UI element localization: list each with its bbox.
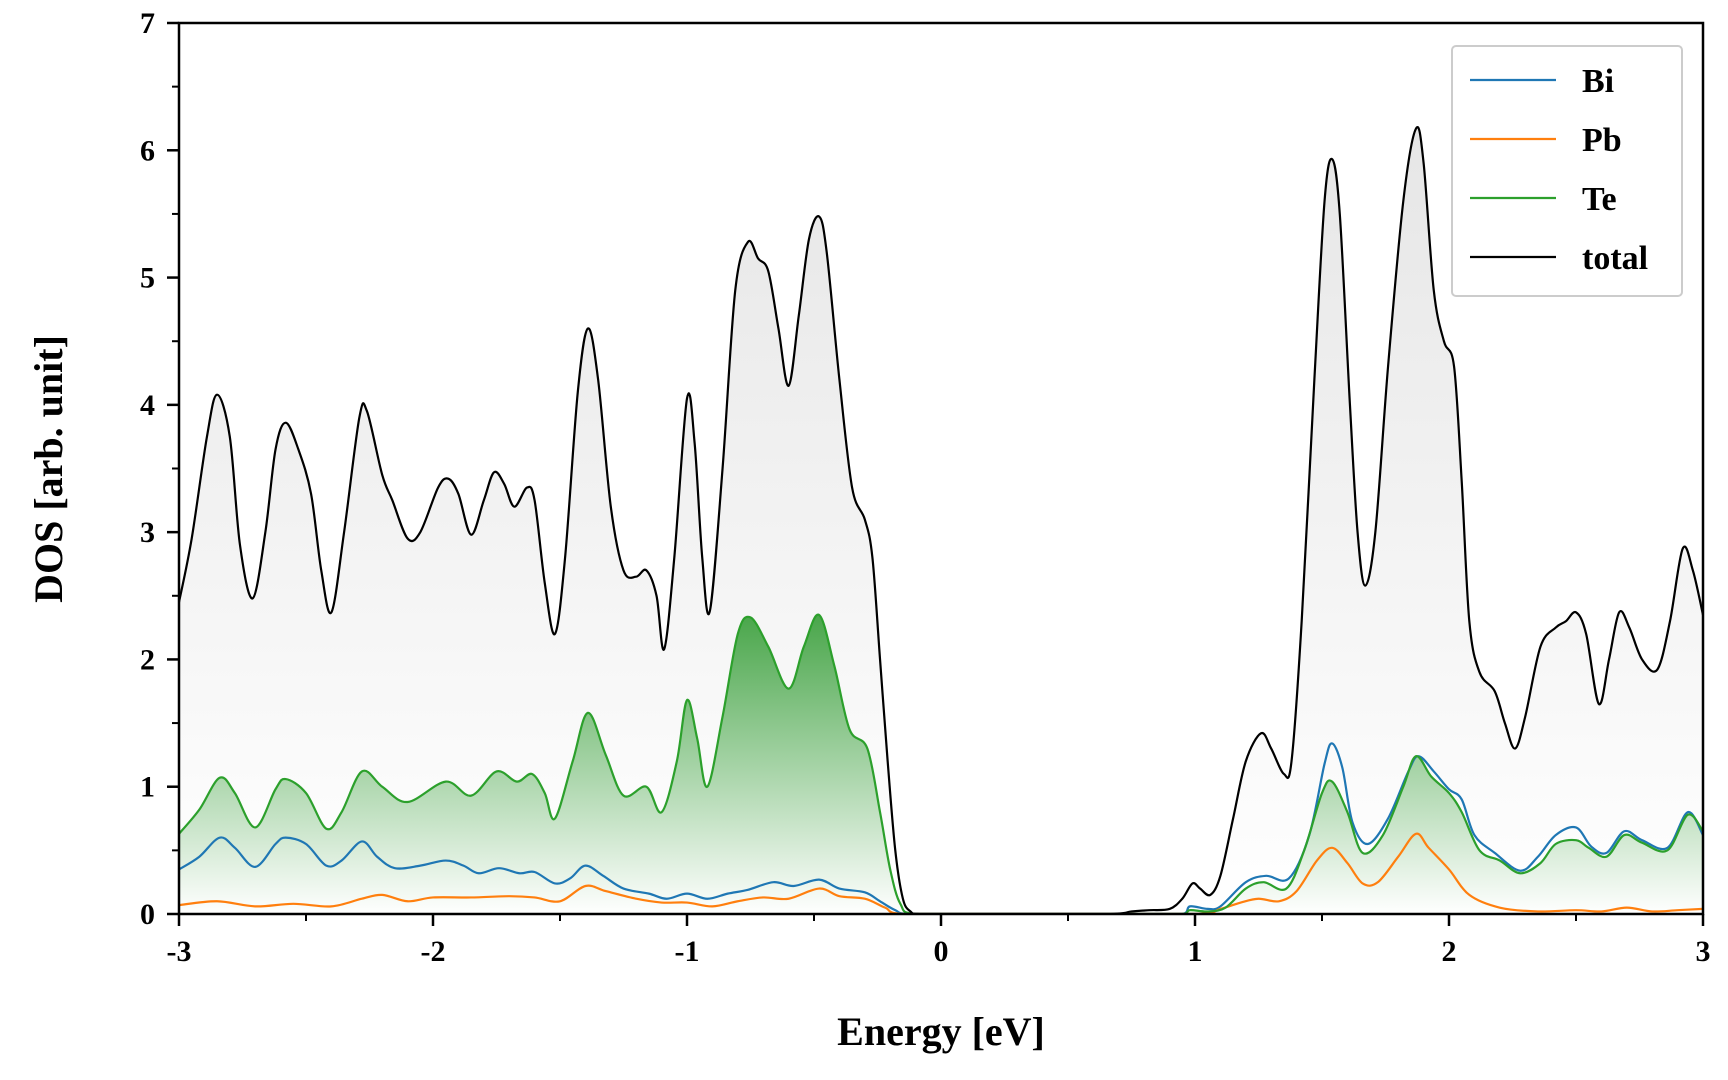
- series-line-total: [179, 126, 1703, 914]
- x-tick-label: 3: [1696, 935, 1711, 968]
- legend-item-te: Te: [1470, 181, 1617, 218]
- y-tick-label: 2: [140, 643, 155, 676]
- y-axis-title: DOS [arb. unit]: [26, 335, 71, 603]
- series-fill-te: [179, 614, 1703, 914]
- legend-item-total: total: [1470, 240, 1648, 277]
- x-tick-label: 2: [1442, 935, 1457, 968]
- y-tick-label: 3: [140, 516, 155, 549]
- y-tick-label: 4: [140, 389, 155, 422]
- x-tick-label: 0: [934, 935, 949, 968]
- series-line-te: [179, 613, 1703, 914]
- y-tick-label: 6: [140, 134, 155, 167]
- series-line-pb: [179, 832, 1703, 914]
- y-tick-label: 0: [140, 898, 155, 931]
- x-tick-label: -2: [421, 935, 446, 968]
- legend-item-bi: Bi: [1470, 63, 1614, 100]
- y-tick-label: 1: [140, 771, 155, 804]
- x-tick-label: 1: [1188, 935, 1203, 968]
- axes: -3 -2 -1 0 1 2 3 0 1 2 3 4 5 6 7: [140, 7, 1711, 968]
- legend: Bi Pb Te total: [1451, 45, 1683, 297]
- series-lines: [179, 126, 1703, 914]
- y-tick-label: 7: [140, 7, 155, 40]
- x-axis-ticks: -3 -2 -1 0 1 2 3: [167, 914, 1711, 968]
- plot-frame: [177, 21, 1705, 916]
- legend-item-pb: Pb: [1470, 122, 1622, 159]
- series-fills: [179, 127, 1703, 914]
- legend-label: Pb: [1582, 122, 1622, 159]
- x-axis-title: Energy [eV]: [837, 1009, 1045, 1054]
- x-tick-label: -1: [675, 935, 700, 968]
- legend-label: total: [1582, 240, 1648, 277]
- legend-label: Bi: [1582, 63, 1614, 100]
- series-fill-total: [179, 127, 1703, 914]
- y-axis-ticks: 0 1 2 3 4 5 6 7: [140, 7, 179, 931]
- x-tick-label: -3: [167, 935, 192, 968]
- y-tick-label: 5: [140, 262, 155, 295]
- series-line-bi: [179, 742, 1703, 914]
- legend-label: Te: [1582, 181, 1617, 218]
- legend-box: [1451, 45, 1683, 297]
